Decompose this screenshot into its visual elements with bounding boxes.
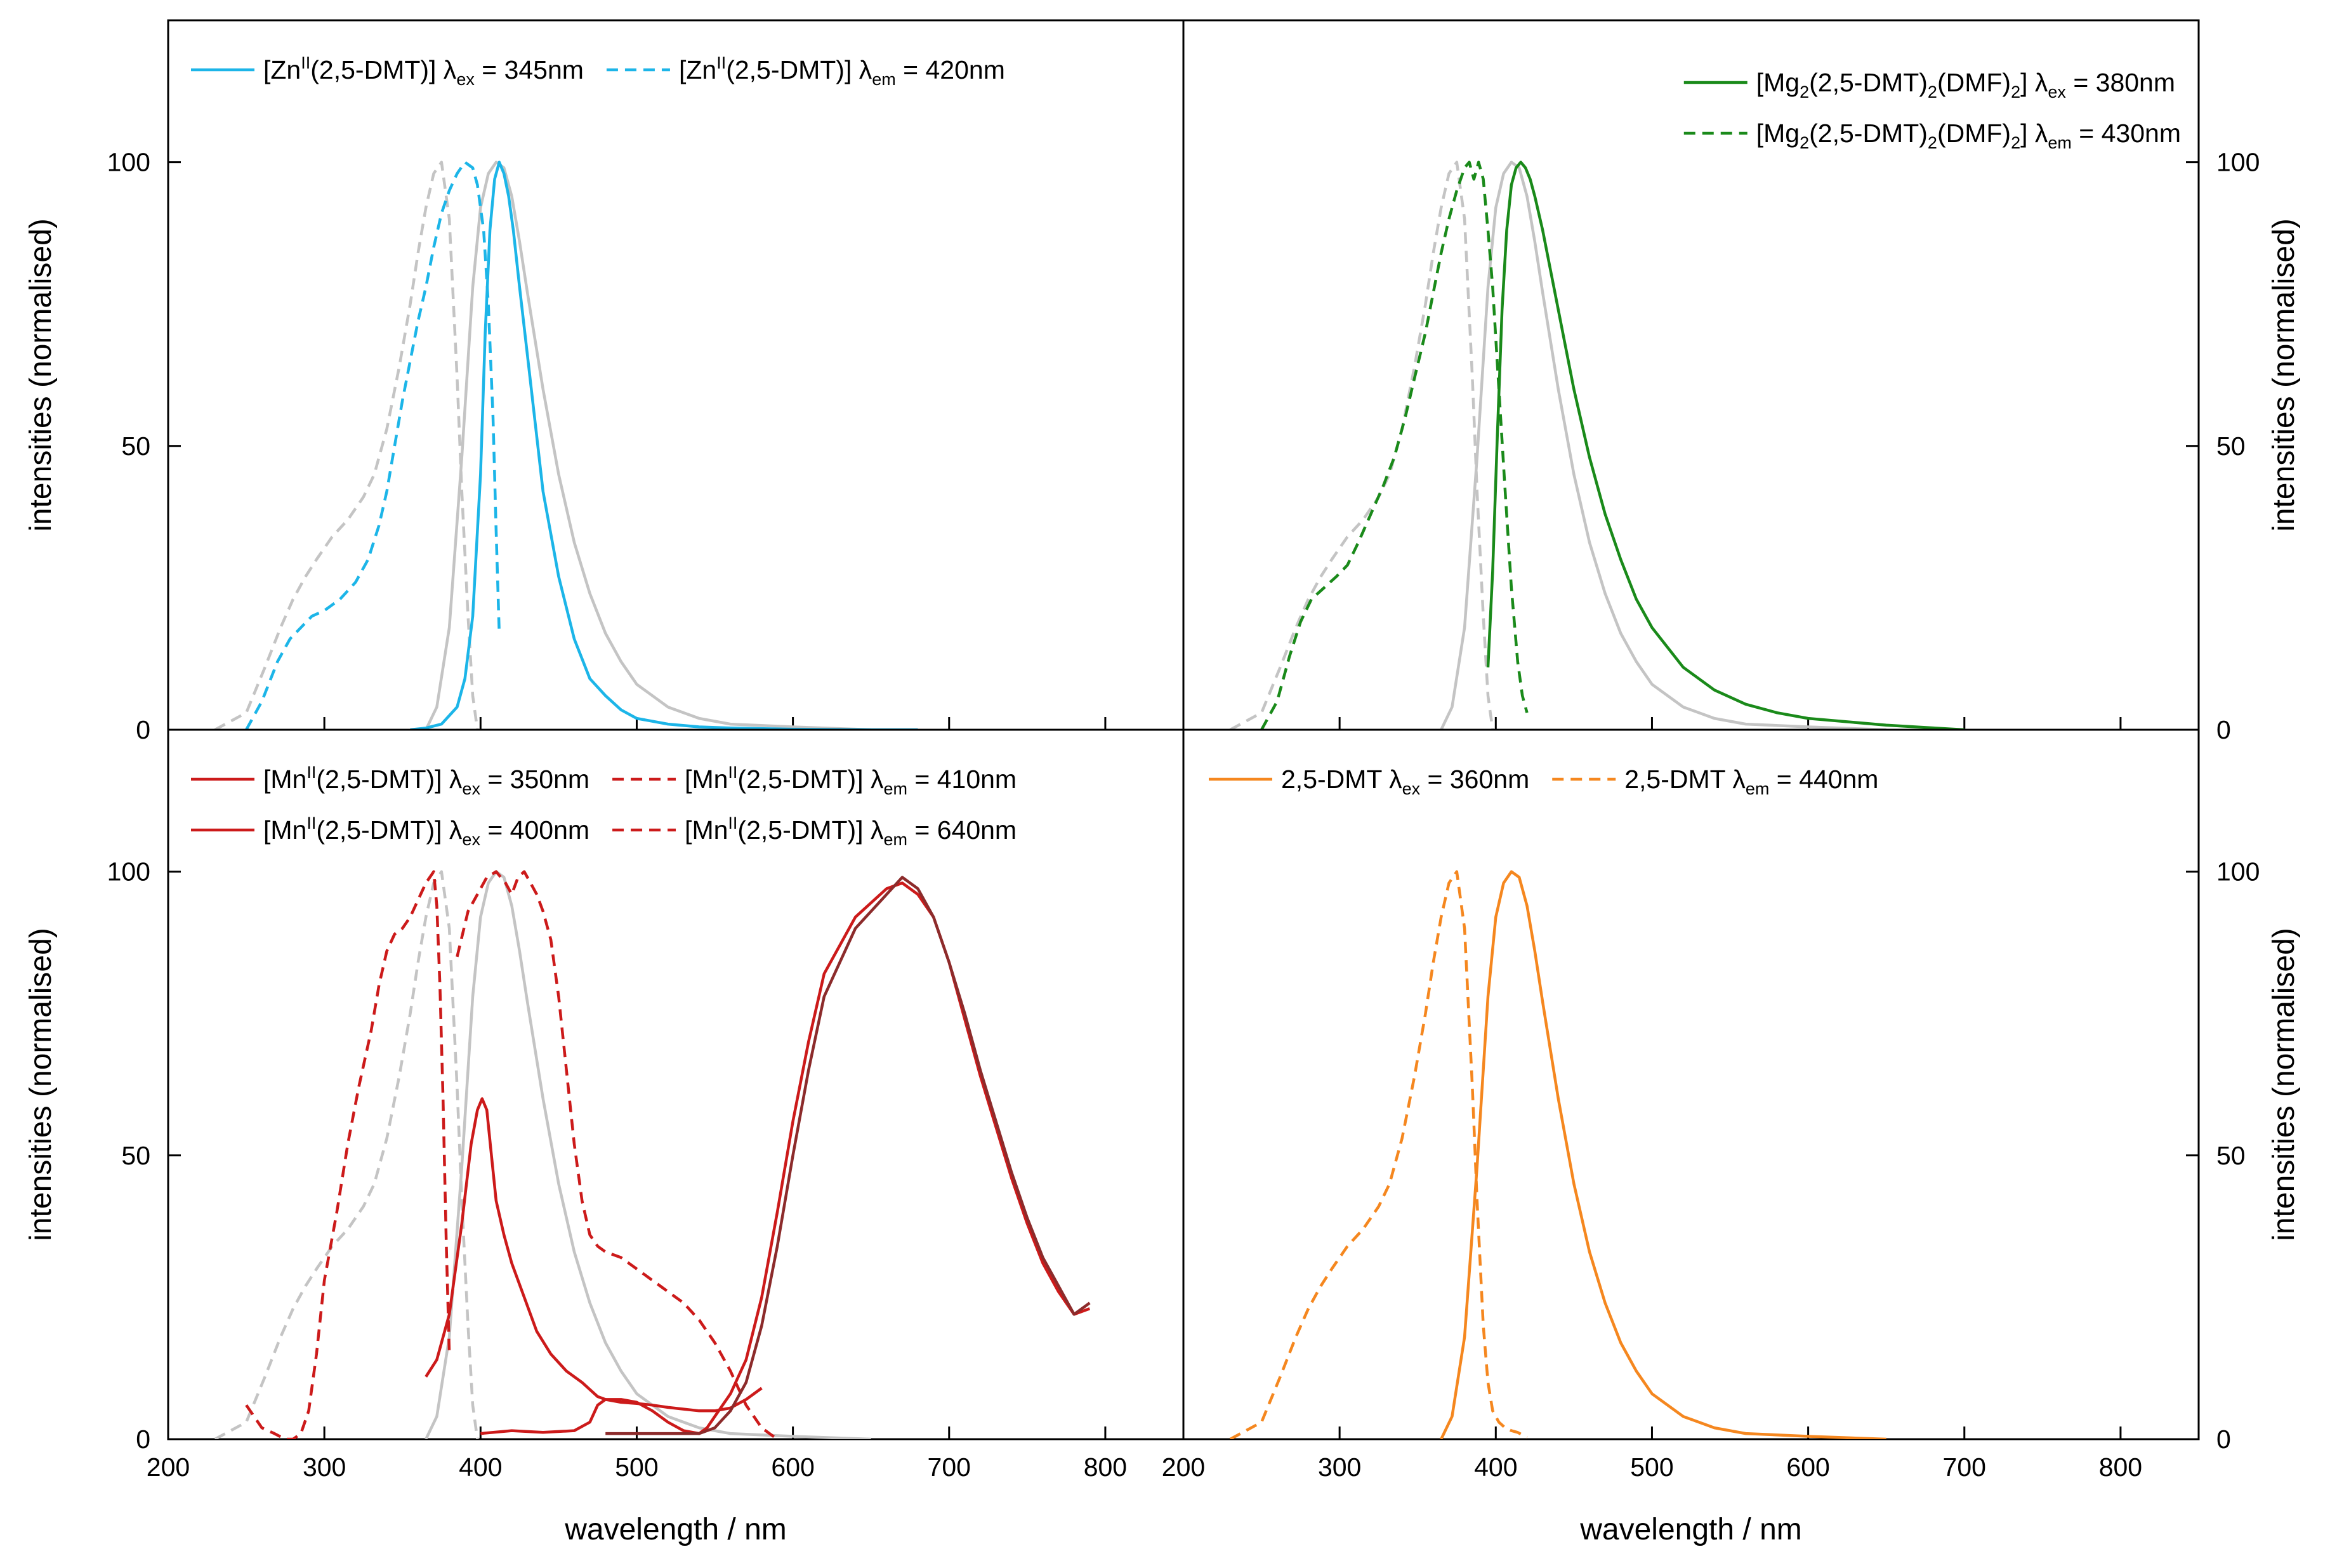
y-tick-label: 50: [2216, 1141, 2246, 1170]
series-line-1: [425, 870, 871, 1439]
x-tick-label: 300: [1318, 1453, 1361, 1482]
legend-item: [MnII​(2,5-DMT)] λem​ = 410nm: [612, 763, 1017, 798]
y-tick-label: 0: [136, 715, 150, 744]
panel-dmt: 200 300 400 500 600 700 800 0 50 100 intensities (…: [1162, 728, 2301, 1546]
legend-item: [Mg2​(2,5-DMT)2​(DMF)2​] λex​ = 380nm: [1683, 68, 2175, 102]
y-axis-title: intensities (normalised): [2267, 928, 2301, 1241]
series-line-4: [425, 1097, 763, 1413]
series-line-0: [214, 870, 479, 1439]
legend-item: [MnII​(2,5-DMT)] λex​ = 400nm: [191, 814, 589, 849]
x-axis-title: wavelength / nm: [1579, 1513, 1802, 1546]
series-line-1: [425, 161, 871, 730]
legend-label: [ZnII​(2,5-DMT)] λex​ = 345nm: [263, 53, 584, 89]
legend-item: [ZnII​(2,5-DMT)] λex​ = 345nm: [191, 53, 584, 89]
legend-label: 2,5-DMT λem​ = 440nm: [1624, 765, 1878, 798]
x-tick-label: 800: [2099, 1453, 2142, 1482]
legend-item: [MnII​(2,5-DMT)] λex​ = 350nm: [191, 763, 589, 798]
y-tick-label: 0: [2216, 715, 2231, 744]
x-tick-label: 400: [1474, 1453, 1517, 1482]
x-tick-label: 700: [1943, 1453, 1986, 1482]
series-line-5: [480, 881, 1091, 1435]
y-axis-title: intensities (normalised): [24, 218, 58, 532]
x-tick-label: 700: [928, 1453, 971, 1482]
x-tick-label: 500: [615, 1453, 658, 1482]
series-line-1: [1440, 870, 1886, 1439]
x-tick-label: 200: [1162, 1453, 1205, 1482]
series-line-1: [1440, 161, 1886, 730]
y-tick-label: 50: [2216, 432, 2246, 461]
x-tick-label: 800: [1084, 1453, 1127, 1482]
legend-label: 2,5-DMT λex​ = 360nm: [1281, 765, 1529, 798]
legend-label: [Mg2​(2,5-DMT)2​(DMF)2​] λem​ = 430nm: [1756, 119, 2181, 152]
legend-item: [ZnII​(2,5-DMT)] λem​ = 420nm: [606, 53, 1005, 89]
series-line-2: [245, 161, 501, 730]
legend: [MnII​(2,5-DMT)] λex​ = 350nm [MnII​(2,5-…: [191, 763, 1017, 849]
y-axis-title: intensities (normalised): [24, 928, 58, 1241]
y-tick-label: 50: [121, 1141, 150, 1170]
legend: [ZnII​(2,5-DMT)] λex​ = 345nm [ZnII​(2,5-…: [191, 53, 1005, 89]
x-tick-label: 400: [459, 1453, 502, 1482]
y-tick-label: 100: [107, 148, 150, 177]
x-tick-label: 300: [303, 1453, 346, 1482]
x-tick-label: 600: [1786, 1453, 1829, 1482]
series-line-3: [456, 870, 779, 1439]
legend-label: [Mg2​(2,5-DMT)2​(DMF)2​] λex​ = 380nm: [1756, 68, 2175, 102]
y-tick-label: 100: [107, 857, 150, 886]
series-line-0: [214, 161, 479, 730]
y-tick-label: 0: [2216, 1425, 2231, 1454]
legend-item: 2,5-DMT λex​ = 360nm: [1209, 765, 1529, 798]
y-tick-label: 50: [121, 432, 150, 461]
y-tick-label: 100: [2216, 148, 2260, 177]
series-group: [1229, 161, 1965, 730]
panel-mn: 200 300 400 500 600 700 800 0 50 100 intensities (…: [24, 728, 1185, 1546]
y-tick-label: 100: [2216, 857, 2260, 886]
series-line-2: [245, 870, 451, 1439]
series-line-0: [1229, 870, 1528, 1439]
series-group: [214, 161, 918, 730]
legend-label: [MnII​(2,5-DMT)] λex​ = 400nm: [263, 814, 589, 849]
y-tick-label: 0: [136, 1425, 150, 1454]
legend: [Mg2​(2,5-DMT)2​(DMF)2​] λex​ = 380nm [Mg…: [1683, 68, 2181, 152]
legend-label: [MnII​(2,5-DMT)] λex​ = 350nm: [263, 763, 589, 798]
legend-item: [Mg2​(2,5-DMT)2​(DMF)2​] λem​ = 430nm: [1683, 119, 2181, 152]
panel-zn: 0 50 100 intensities (normalised) [ZnII​(2,5…: [24, 19, 1185, 744]
series-line-6: [605, 876, 1091, 1435]
series-line-3: [410, 161, 918, 730]
series-line-2: [1260, 161, 1529, 730]
legend: 2,5-DMT λex​ = 360nm 2,5-DMT λem​ = 440nm: [1209, 765, 1878, 798]
x-axis-title: wavelength / nm: [564, 1513, 787, 1546]
x-tick-label: 200: [147, 1453, 190, 1482]
plot-frame: [1182, 728, 2200, 1440]
series-line-3: [1486, 161, 1965, 730]
legend-item: 2,5-DMT λem​ = 440nm: [1552, 765, 1878, 798]
plot-frame: [167, 19, 1185, 731]
x-tick-label: 500: [1630, 1453, 1673, 1482]
y-axis-title: intensities (normalised): [2267, 218, 2301, 532]
series-line-0: [1229, 161, 1494, 730]
series-group: [214, 870, 1091, 1439]
x-tick-label: 600: [771, 1453, 814, 1482]
series-group: [1229, 870, 1886, 1439]
legend-label: [MnII​(2,5-DMT)] λem​ = 410nm: [685, 763, 1017, 798]
legend-label: [ZnII​(2,5-DMT)] λem​ = 420nm: [679, 53, 1005, 89]
legend-item: [MnII​(2,5-DMT)] λem​ = 640nm: [612, 814, 1017, 849]
panel-mg: 0 50 100 intensities (normalised) [Mg2​(2,5-…: [1182, 19, 2301, 744]
legend-label: [MnII​(2,5-DMT)] λem​ = 640nm: [685, 814, 1017, 849]
